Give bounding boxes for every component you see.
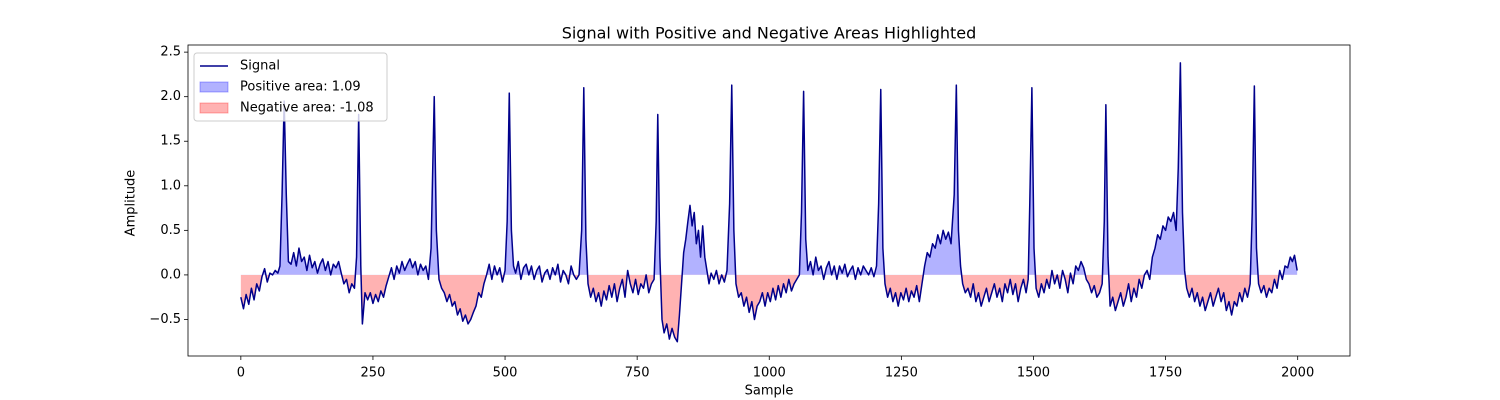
legend-label: Signal: [240, 59, 280, 74]
x-tick-label: 250: [361, 366, 386, 381]
x-axis-label: Sample: [745, 384, 794, 399]
y-tick-label: 1.5: [160, 134, 181, 149]
chart-title: Signal with Positive and Negative Areas …: [562, 24, 977, 43]
x-tick-label: 750: [625, 366, 650, 381]
area-fill: [240, 274, 1284, 342]
legend-swatch: [199, 81, 229, 93]
y-tick-label: 0.5: [160, 223, 181, 238]
x-tick-label: 2000: [1281, 366, 1314, 381]
x-tick-label: 1000: [753, 366, 786, 381]
legend-box: [193, 52, 388, 122]
legend-label: Negative area: -1.08: [240, 101, 374, 116]
y-tick-label: 0.0: [160, 267, 181, 282]
legend-label: Positive area: 1.09: [240, 80, 361, 95]
y-tick-label: 1.0: [160, 178, 181, 193]
y-tick-label: −0.5: [149, 312, 181, 327]
x-tick-label: 1750: [1149, 366, 1182, 381]
area-fill: [240, 62, 1298, 275]
x-tick-label: 500: [493, 366, 518, 381]
x-tick-label: 0: [237, 366, 245, 381]
y-axis-label: Amplitude: [124, 170, 139, 237]
x-tick-label: 1500: [1017, 366, 1050, 381]
legend-swatch: [199, 102, 229, 114]
y-tick-label: 2.0: [160, 89, 181, 104]
y-tick-label: 2.5: [160, 45, 181, 60]
signal-line: [240, 62, 1298, 343]
x-tick-label: 1250: [885, 366, 918, 381]
